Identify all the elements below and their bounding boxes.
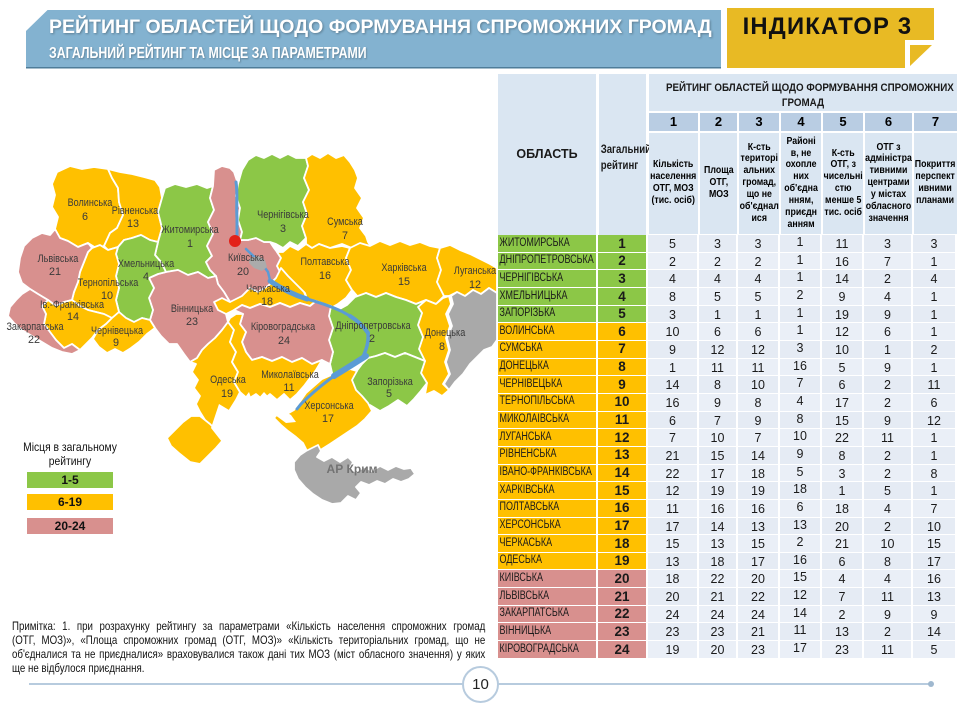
- svg-text:Тернопільська: Тернопільська: [78, 277, 139, 289]
- svg-text:14: 14: [67, 311, 79, 323]
- svg-text:3: 3: [280, 223, 286, 235]
- svg-text:Кіровоградська: Кіровоградська: [251, 321, 315, 333]
- svg-text:Донецька: Донецька: [425, 327, 466, 339]
- svg-text:7: 7: [342, 230, 348, 242]
- svg-text:15: 15: [398, 276, 410, 288]
- svg-text:Миколаївська: Миколаївська: [261, 369, 319, 381]
- svg-text:21: 21: [49, 266, 61, 278]
- svg-text:Закарпатська: Закарпатська: [6, 321, 63, 333]
- svg-text:10: 10: [101, 290, 113, 302]
- svg-text:Черкаська: Черкаська: [246, 283, 290, 295]
- svg-text:5: 5: [386, 388, 392, 400]
- svg-text:1: 1: [187, 238, 193, 250]
- svg-text:Луганська: Луганська: [454, 265, 496, 277]
- svg-text:23: 23: [186, 316, 198, 328]
- svg-text:Дніпропетровська: Дніпропетровська: [335, 320, 410, 332]
- svg-text:Житомирська: Житомирська: [161, 224, 218, 236]
- svg-text:Чернівецька: Чернівецька: [91, 325, 143, 337]
- svg-text:Запорізька: Запорізька: [367, 376, 413, 388]
- svg-text:Одеська: Одеська: [210, 374, 246, 386]
- svg-text:Сумська: Сумська: [327, 216, 363, 228]
- svg-text:16: 16: [319, 270, 331, 282]
- svg-text:19: 19: [221, 388, 233, 400]
- svg-text:Київська: Київська: [228, 252, 264, 264]
- svg-text:Рівненська: Рівненська: [112, 205, 158, 217]
- svg-text:Харківська: Харківська: [381, 262, 426, 274]
- svg-text:Чернігівська: Чернігівська: [257, 209, 309, 221]
- svg-text:12: 12: [469, 279, 481, 291]
- svg-text:6: 6: [82, 211, 88, 223]
- svg-text:Волинська: Волинська: [68, 197, 113, 209]
- svg-text:2: 2: [369, 333, 375, 345]
- svg-text:9: 9: [113, 337, 119, 349]
- svg-text:20: 20: [237, 266, 249, 278]
- svg-text:8: 8: [439, 341, 445, 353]
- svg-text:4: 4: [143, 271, 149, 283]
- svg-text:Вінницька: Вінницька: [171, 303, 213, 315]
- svg-text:Хмельницька: Хмельницька: [118, 258, 174, 270]
- svg-text:17: 17: [322, 413, 334, 425]
- svg-text:Львівська: Львівська: [38, 253, 79, 265]
- svg-text:Полтавська: Полтавська: [301, 256, 350, 268]
- svg-text:11: 11: [283, 382, 294, 394]
- svg-text:Ів.-Франківська: Ів.-Франківська: [40, 299, 104, 311]
- svg-text:АР Крим: АР Крим: [327, 462, 378, 476]
- svg-text:22: 22: [28, 334, 40, 346]
- svg-text:13: 13: [127, 218, 139, 230]
- svg-text:18: 18: [261, 296, 273, 308]
- svg-text:Херсонська: Херсонська: [304, 400, 353, 412]
- svg-text:24: 24: [278, 335, 290, 347]
